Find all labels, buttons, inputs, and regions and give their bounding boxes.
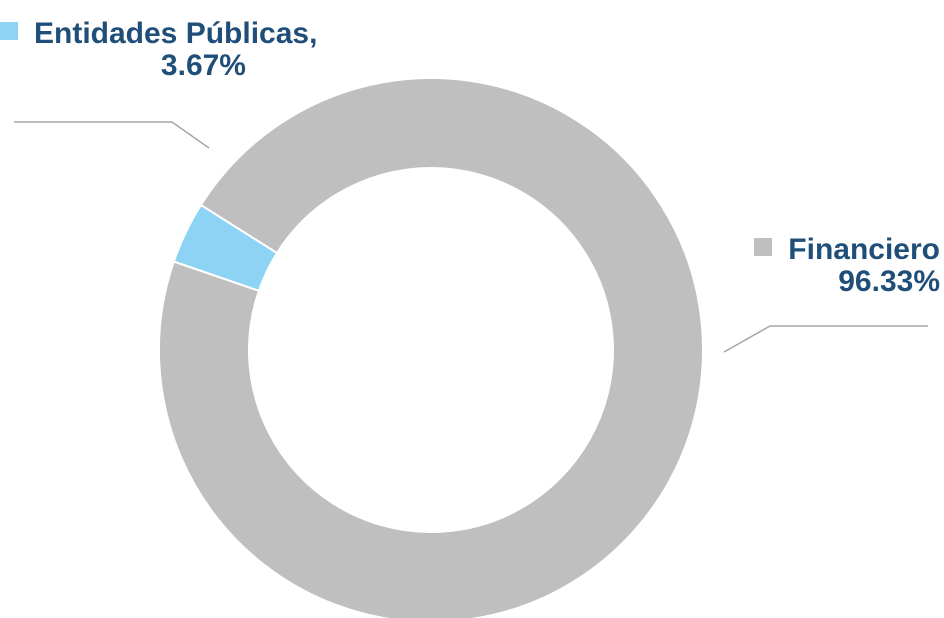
donut-slices: [158, 77, 704, 618]
data-label-financiero-value: 96.33%: [838, 265, 940, 298]
leader-line-financiero-tick: [723, 325, 771, 353]
donut-slice-entidades: [172, 203, 279, 293]
legend-swatch-financiero: [754, 238, 773, 256]
data-label-entidades-name-row: Entidades Públicas,: [0, 18, 317, 50]
data-label-financiero-name: Financiero: [788, 233, 940, 266]
data-label-financiero: Financiero 96.33%: [722, 234, 940, 298]
legend-swatch-entidades: [0, 22, 18, 40]
data-label-entidades: Entidades Públicas, 3.67%: [0, 18, 317, 82]
data-label-entidades-name: Entidades Públicas,: [34, 17, 318, 50]
data-label-financiero-name-row: Financiero: [722, 234, 940, 266]
donut-slice-financiero: [158, 77, 704, 618]
data-label-entidades-value: 3.67%: [160, 49, 246, 82]
leader-line-entidades-tick: [171, 121, 210, 149]
